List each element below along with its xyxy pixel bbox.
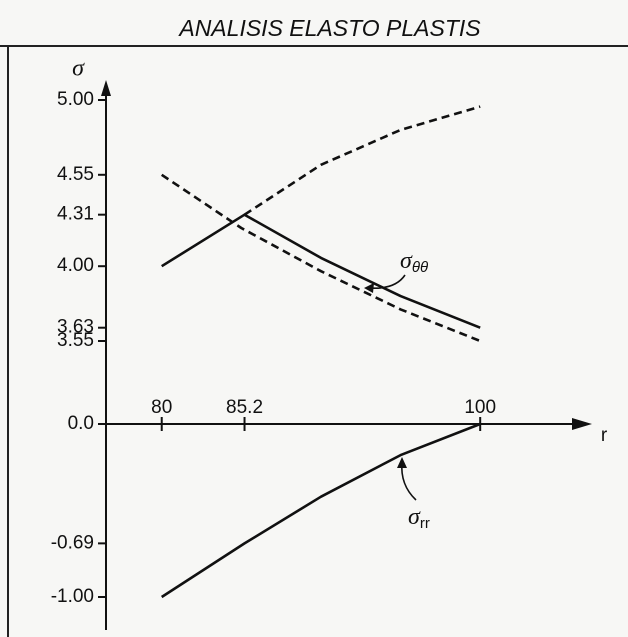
series-line: [160, 173, 481, 343]
y-axis-label: σ: [72, 56, 85, 82]
y-tick-label: 4.55: [57, 164, 94, 185]
chart-title: ANALISIS ELASTO PLASTIS: [177, 15, 481, 41]
y-tick-label: 4.31: [57, 204, 94, 225]
x-axis-label: r: [601, 425, 608, 446]
annotation-subscript: θθ: [412, 259, 428, 276]
y-tick-label: -0.69: [51, 532, 94, 553]
x-tick-label: 100: [464, 397, 496, 418]
series-line: [160, 422, 481, 599]
y-tick-label: 3.63: [57, 317, 94, 338]
annotation-symbol: σ: [408, 504, 421, 530]
x-axis-arrow: [572, 418, 592, 430]
y-tick-label: 5.00: [57, 89, 94, 110]
series-line: [161, 213, 481, 329]
annotation: σθθ: [400, 248, 428, 276]
y-tick-label: 3.55: [57, 330, 94, 351]
annotation-arrowhead: [364, 283, 374, 293]
annotation-symbol: σ: [400, 248, 413, 274]
x-tick-label: 85.2: [226, 397, 263, 418]
annotation-subscript: rr: [420, 515, 430, 532]
y-tick-label: 0.0: [68, 413, 94, 434]
annotation: σrr: [408, 504, 430, 532]
x-tick-label: 80: [151, 397, 172, 418]
series-line: [243, 105, 481, 216]
y-tick-label: -1.00: [51, 586, 94, 607]
annotation-arrowhead: [397, 457, 407, 468]
y-axis-arrow: [101, 80, 111, 96]
y-tick-label: 4.00: [57, 255, 94, 276]
